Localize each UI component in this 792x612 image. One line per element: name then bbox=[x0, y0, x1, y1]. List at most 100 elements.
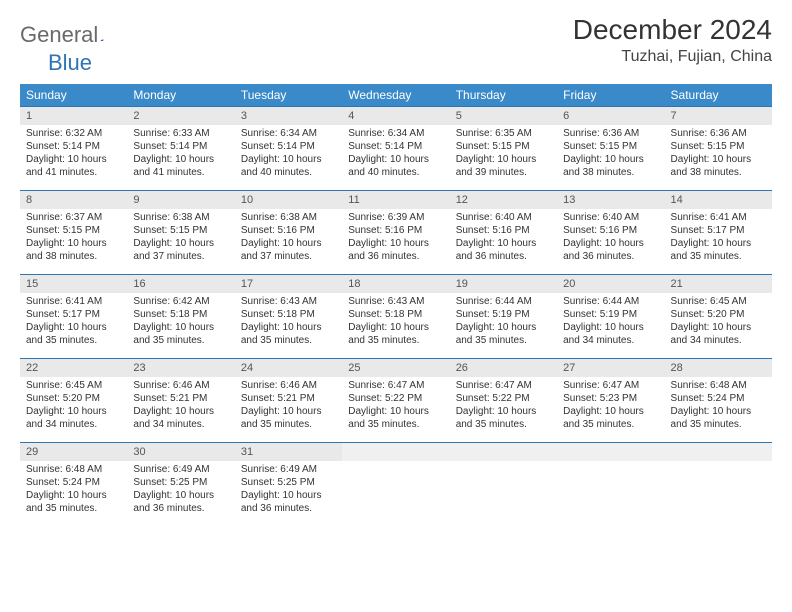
daylight-text: Daylight: 10 hours and 34 minutes. bbox=[26, 405, 121, 431]
daylight-text: Daylight: 10 hours and 35 minutes. bbox=[671, 237, 766, 263]
sunset-text: Sunset: 5:14 PM bbox=[241, 140, 336, 153]
weekday-header: Sunday bbox=[20, 84, 127, 107]
sunrise-text: Sunrise: 6:38 AM bbox=[241, 211, 336, 224]
day-details: Sunrise: 6:34 AMSunset: 5:14 PMDaylight:… bbox=[342, 125, 449, 183]
day-number: 6 bbox=[557, 107, 664, 125]
day-details: Sunrise: 6:32 AMSunset: 5:14 PMDaylight:… bbox=[20, 125, 127, 183]
calendar-day-cell: 14Sunrise: 6:41 AMSunset: 5:17 PMDayligh… bbox=[665, 191, 772, 275]
daylight-text: Daylight: 10 hours and 36 minutes. bbox=[133, 489, 228, 515]
sunset-text: Sunset: 5:15 PM bbox=[671, 140, 766, 153]
daylight-text: Daylight: 10 hours and 34 minutes. bbox=[133, 405, 228, 431]
calendar-location: Tuzhai, Fujian, China bbox=[573, 48, 772, 66]
day-details: Sunrise: 6:42 AMSunset: 5:18 PMDaylight:… bbox=[127, 293, 234, 351]
sunrise-text: Sunrise: 6:47 AM bbox=[456, 379, 551, 392]
sunset-text: Sunset: 5:21 PM bbox=[133, 392, 228, 405]
day-details: Sunrise: 6:33 AMSunset: 5:14 PMDaylight:… bbox=[127, 125, 234, 183]
day-number: 15 bbox=[20, 275, 127, 293]
daylight-text: Daylight: 10 hours and 36 minutes. bbox=[563, 237, 658, 263]
sunrise-text: Sunrise: 6:46 AM bbox=[133, 379, 228, 392]
sunrise-text: Sunrise: 6:49 AM bbox=[133, 463, 228, 476]
weekday-header: Thursday bbox=[450, 84, 557, 107]
calendar-day-cell: 31Sunrise: 6:49 AMSunset: 5:25 PMDayligh… bbox=[235, 443, 342, 527]
day-number: 14 bbox=[665, 191, 772, 209]
day-number: 23 bbox=[127, 359, 234, 377]
sail-icon bbox=[100, 28, 103, 42]
calendar-day-cell: 4Sunrise: 6:34 AMSunset: 5:14 PMDaylight… bbox=[342, 107, 449, 191]
weekday-header: Monday bbox=[127, 84, 234, 107]
day-number: 25 bbox=[342, 359, 449, 377]
day-details: Sunrise: 6:41 AMSunset: 5:17 PMDaylight:… bbox=[665, 209, 772, 267]
sunset-text: Sunset: 5:21 PM bbox=[241, 392, 336, 405]
sunrise-text: Sunrise: 6:35 AM bbox=[456, 127, 551, 140]
daylight-text: Daylight: 10 hours and 36 minutes. bbox=[348, 237, 443, 263]
day-number: 1 bbox=[20, 107, 127, 125]
sunrise-text: Sunrise: 6:45 AM bbox=[26, 379, 121, 392]
day-details bbox=[342, 461, 449, 467]
day-details: Sunrise: 6:45 AMSunset: 5:20 PMDaylight:… bbox=[20, 377, 127, 435]
day-number: 18 bbox=[342, 275, 449, 293]
sunset-text: Sunset: 5:24 PM bbox=[26, 476, 121, 489]
sunset-text: Sunset: 5:15 PM bbox=[26, 224, 121, 237]
sunset-text: Sunset: 5:23 PM bbox=[563, 392, 658, 405]
calendar-day-cell bbox=[450, 443, 557, 527]
calendar-day-cell: 18Sunrise: 6:43 AMSunset: 5:18 PMDayligh… bbox=[342, 275, 449, 359]
brand-part2: Blue bbox=[48, 50, 92, 76]
daylight-text: Daylight: 10 hours and 40 minutes. bbox=[348, 153, 443, 179]
daylight-text: Daylight: 10 hours and 35 minutes. bbox=[241, 405, 336, 431]
day-details: Sunrise: 6:35 AMSunset: 5:15 PMDaylight:… bbox=[450, 125, 557, 183]
daylight-text: Daylight: 10 hours and 35 minutes. bbox=[563, 405, 658, 431]
calendar-day-cell: 12Sunrise: 6:40 AMSunset: 5:16 PMDayligh… bbox=[450, 191, 557, 275]
sunset-text: Sunset: 5:25 PM bbox=[133, 476, 228, 489]
day-number: 26 bbox=[450, 359, 557, 377]
calendar-day-cell: 7Sunrise: 6:36 AMSunset: 5:15 PMDaylight… bbox=[665, 107, 772, 191]
sunrise-text: Sunrise: 6:48 AM bbox=[26, 463, 121, 476]
calendar-day-cell: 21Sunrise: 6:45 AMSunset: 5:20 PMDayligh… bbox=[665, 275, 772, 359]
calendar-header-row: Sunday Monday Tuesday Wednesday Thursday… bbox=[20, 84, 772, 107]
calendar-day-cell bbox=[342, 443, 449, 527]
sunrise-text: Sunrise: 6:40 AM bbox=[563, 211, 658, 224]
day-details: Sunrise: 6:46 AMSunset: 5:21 PMDaylight:… bbox=[127, 377, 234, 435]
sunset-text: Sunset: 5:20 PM bbox=[671, 308, 766, 321]
calendar-day-cell: 24Sunrise: 6:46 AMSunset: 5:21 PMDayligh… bbox=[235, 359, 342, 443]
calendar-day-cell: 29Sunrise: 6:48 AMSunset: 5:24 PMDayligh… bbox=[20, 443, 127, 527]
sunset-text: Sunset: 5:15 PM bbox=[563, 140, 658, 153]
daylight-text: Daylight: 10 hours and 39 minutes. bbox=[456, 153, 551, 179]
sunset-text: Sunset: 5:15 PM bbox=[133, 224, 228, 237]
day-number: 10 bbox=[235, 191, 342, 209]
day-number: 24 bbox=[235, 359, 342, 377]
day-details: Sunrise: 6:47 AMSunset: 5:22 PMDaylight:… bbox=[450, 377, 557, 435]
day-number: 7 bbox=[665, 107, 772, 125]
sunrise-text: Sunrise: 6:48 AM bbox=[671, 379, 766, 392]
day-details: Sunrise: 6:36 AMSunset: 5:15 PMDaylight:… bbox=[665, 125, 772, 183]
calendar-day-cell bbox=[557, 443, 664, 527]
calendar-day-cell: 5Sunrise: 6:35 AMSunset: 5:15 PMDaylight… bbox=[450, 107, 557, 191]
sunset-text: Sunset: 5:14 PM bbox=[348, 140, 443, 153]
daylight-text: Daylight: 10 hours and 35 minutes. bbox=[348, 405, 443, 431]
calendar-day-cell: 3Sunrise: 6:34 AMSunset: 5:14 PMDaylight… bbox=[235, 107, 342, 191]
day-number: 30 bbox=[127, 443, 234, 461]
day-number bbox=[665, 443, 772, 461]
sunset-text: Sunset: 5:16 PM bbox=[348, 224, 443, 237]
day-number: 13 bbox=[557, 191, 664, 209]
day-number: 17 bbox=[235, 275, 342, 293]
calendar-week-row: 1Sunrise: 6:32 AMSunset: 5:14 PMDaylight… bbox=[20, 107, 772, 191]
day-number: 22 bbox=[20, 359, 127, 377]
sunset-text: Sunset: 5:19 PM bbox=[563, 308, 658, 321]
calendar-day-cell: 27Sunrise: 6:47 AMSunset: 5:23 PMDayligh… bbox=[557, 359, 664, 443]
day-details: Sunrise: 6:43 AMSunset: 5:18 PMDaylight:… bbox=[342, 293, 449, 351]
daylight-text: Daylight: 10 hours and 36 minutes. bbox=[456, 237, 551, 263]
sunset-text: Sunset: 5:18 PM bbox=[241, 308, 336, 321]
daylight-text: Daylight: 10 hours and 34 minutes. bbox=[563, 321, 658, 347]
day-details bbox=[557, 461, 664, 467]
day-number: 21 bbox=[665, 275, 772, 293]
daylight-text: Daylight: 10 hours and 38 minutes. bbox=[563, 153, 658, 179]
daylight-text: Daylight: 10 hours and 41 minutes. bbox=[26, 153, 121, 179]
day-number: 16 bbox=[127, 275, 234, 293]
daylight-text: Daylight: 10 hours and 37 minutes. bbox=[241, 237, 336, 263]
sunrise-text: Sunrise: 6:41 AM bbox=[671, 211, 766, 224]
sunset-text: Sunset: 5:14 PM bbox=[133, 140, 228, 153]
sunset-text: Sunset: 5:18 PM bbox=[133, 308, 228, 321]
brand-logo: General bbox=[20, 22, 122, 48]
calendar-day-cell: 10Sunrise: 6:38 AMSunset: 5:16 PMDayligh… bbox=[235, 191, 342, 275]
sunset-text: Sunset: 5:15 PM bbox=[456, 140, 551, 153]
